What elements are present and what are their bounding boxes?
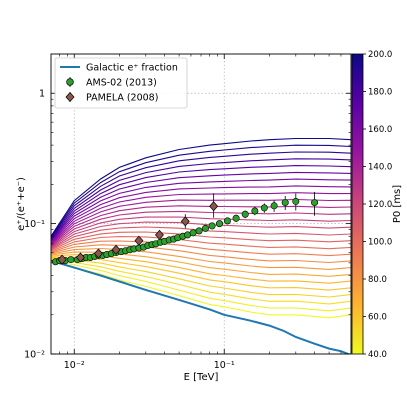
ams02-point (216, 220, 224, 228)
galactic-fraction-series (51, 259, 351, 354)
model-curve-p0-44.8 (51, 259, 351, 312)
x-tick-label-1: 10⁻¹ (214, 360, 235, 371)
colorbar-tick-label-7: 180.0 (368, 88, 392, 98)
ams02-point (311, 199, 319, 207)
pamela-point (180, 216, 190, 227)
pamela-point (209, 201, 219, 212)
model-curve-p0-162.4 (51, 178, 351, 243)
colorbar: 40.0 60.0 80.0 100.0 120.0 140.0 160.0 180.0 200… (351, 50, 403, 360)
ams02-point (281, 199, 289, 207)
legend-pamela-marker (65, 91, 75, 103)
model-curve-p0-200 (51, 137, 351, 237)
y-tick-label-2: 1 (39, 89, 45, 100)
ams02-point (241, 210, 249, 218)
model-curve-p0-194.4 (51, 144, 351, 238)
ams02-point (201, 224, 209, 232)
pamela-point (93, 248, 103, 259)
legend: Galactic e⁺ fraction AMS-02 (2013) PAMEL… (54, 57, 188, 109)
colorbar-tick-label-3: 100.0 (368, 238, 392, 248)
model-curve-p0-104.8 (51, 231, 351, 251)
ams02-point (208, 222, 216, 230)
colorbar-tick-label-0: 40.0 (368, 350, 387, 360)
model-curve-p0-98.4 (51, 236, 351, 252)
model-curve-p0-130.4 (51, 210, 351, 248)
model-curve-p0-188 (51, 151, 351, 239)
legend-ams-marker (66, 78, 74, 86)
legend-box (54, 57, 188, 109)
colorbar-tick-label-2: 80.0 (368, 275, 387, 285)
ams02-point (260, 204, 268, 212)
colorbar-ticks: 40.0 60.0 80.0 100.0 120.0 140.0 160.0 180.0 200… (363, 50, 392, 360)
model-curve-p0-149.6 (51, 192, 351, 245)
ams02-point (189, 229, 197, 237)
model-curve-p0-40 (51, 260, 351, 319)
y-tick-label-1: 10⁻¹ (24, 219, 45, 230)
ams02-point (251, 207, 259, 215)
galactic-fraction-line (51, 259, 351, 354)
legend-ams-label: AMS-02 (2013) (86, 78, 157, 89)
model-curve-p0-55.2 (51, 257, 351, 298)
y-axis-label: e⁺/(e⁺+e⁻) (16, 177, 27, 231)
ams02-point (292, 197, 300, 205)
colorbar-tick-label-1: 60.0 (368, 313, 387, 323)
model-curve-p0-124 (51, 216, 351, 248)
colorbar-tick-label-8: 200.0 (368, 50, 392, 60)
ams02-point (232, 214, 240, 222)
model-curve-p0-50 (51, 258, 351, 305)
x-axis-label: E [TeV] (184, 372, 219, 383)
ams02-point (270, 202, 278, 210)
model-curve-p0-181.6 (51, 158, 351, 240)
legend-galactic-label: Galactic e⁺ fraction (86, 63, 178, 74)
model-curve-p0-60 (51, 256, 351, 291)
colorbar-tick-label-6: 160.0 (368, 125, 392, 135)
model-curve-p0-92 (51, 240, 351, 257)
pamela-point (75, 252, 85, 263)
model-curve-p0-168.8 (51, 171, 351, 242)
model-curve-p0-79.2 (51, 247, 351, 270)
x-tick-label-0: 10⁻² (64, 360, 85, 371)
colorbar-label: P0 [ms] (392, 185, 403, 223)
legend-pamela-label: PAMELA (2008) (86, 93, 158, 104)
pamela-point (111, 244, 121, 255)
y-tick-label-0: 10⁻² (24, 350, 45, 361)
pamela-point (154, 229, 164, 240)
pamela-series (57, 193, 219, 265)
ams02-point (67, 256, 75, 264)
ams02-point (195, 227, 203, 235)
colorbar-gradient (351, 53, 364, 355)
model-curve-p0-111.2 (51, 226, 351, 250)
model-curve-p0-156 (51, 185, 351, 244)
model-curve-p0-85.6 (51, 244, 351, 264)
colorbar-tick-label-5: 140.0 (368, 163, 392, 173)
pamela-point (57, 254, 67, 265)
pamela-point (134, 235, 144, 246)
model-curve-p0-175.2 (51, 165, 351, 241)
ams02-series (51, 191, 319, 266)
colorbar-tick-label-4: 120.0 (368, 200, 392, 210)
ams02-point (223, 217, 231, 225)
